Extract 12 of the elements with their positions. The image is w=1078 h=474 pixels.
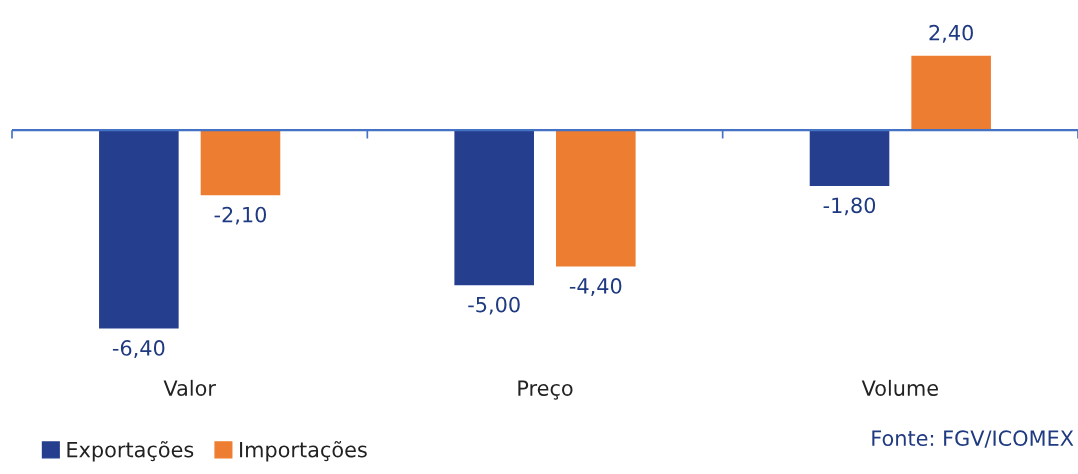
data-label: -5,00	[468, 296, 520, 315]
source-note: Fonte: FGV/ICOMEX	[872, 430, 1074, 448]
x-tick-label: Preço	[518, 380, 573, 400]
data-label: 2,40	[929, 24, 973, 43]
data-label: -4,40	[569, 278, 622, 296]
x-tick-label: Volume	[861, 379, 938, 396]
x-tick-label: Valor	[163, 379, 216, 396]
data-label: -6,40	[112, 340, 165, 358]
legend-label: Exportações	[67, 440, 194, 462]
data-label: -2,10	[214, 206, 267, 225]
data-label: -1,80	[823, 197, 876, 216]
legend-label: Importações	[240, 440, 367, 462]
